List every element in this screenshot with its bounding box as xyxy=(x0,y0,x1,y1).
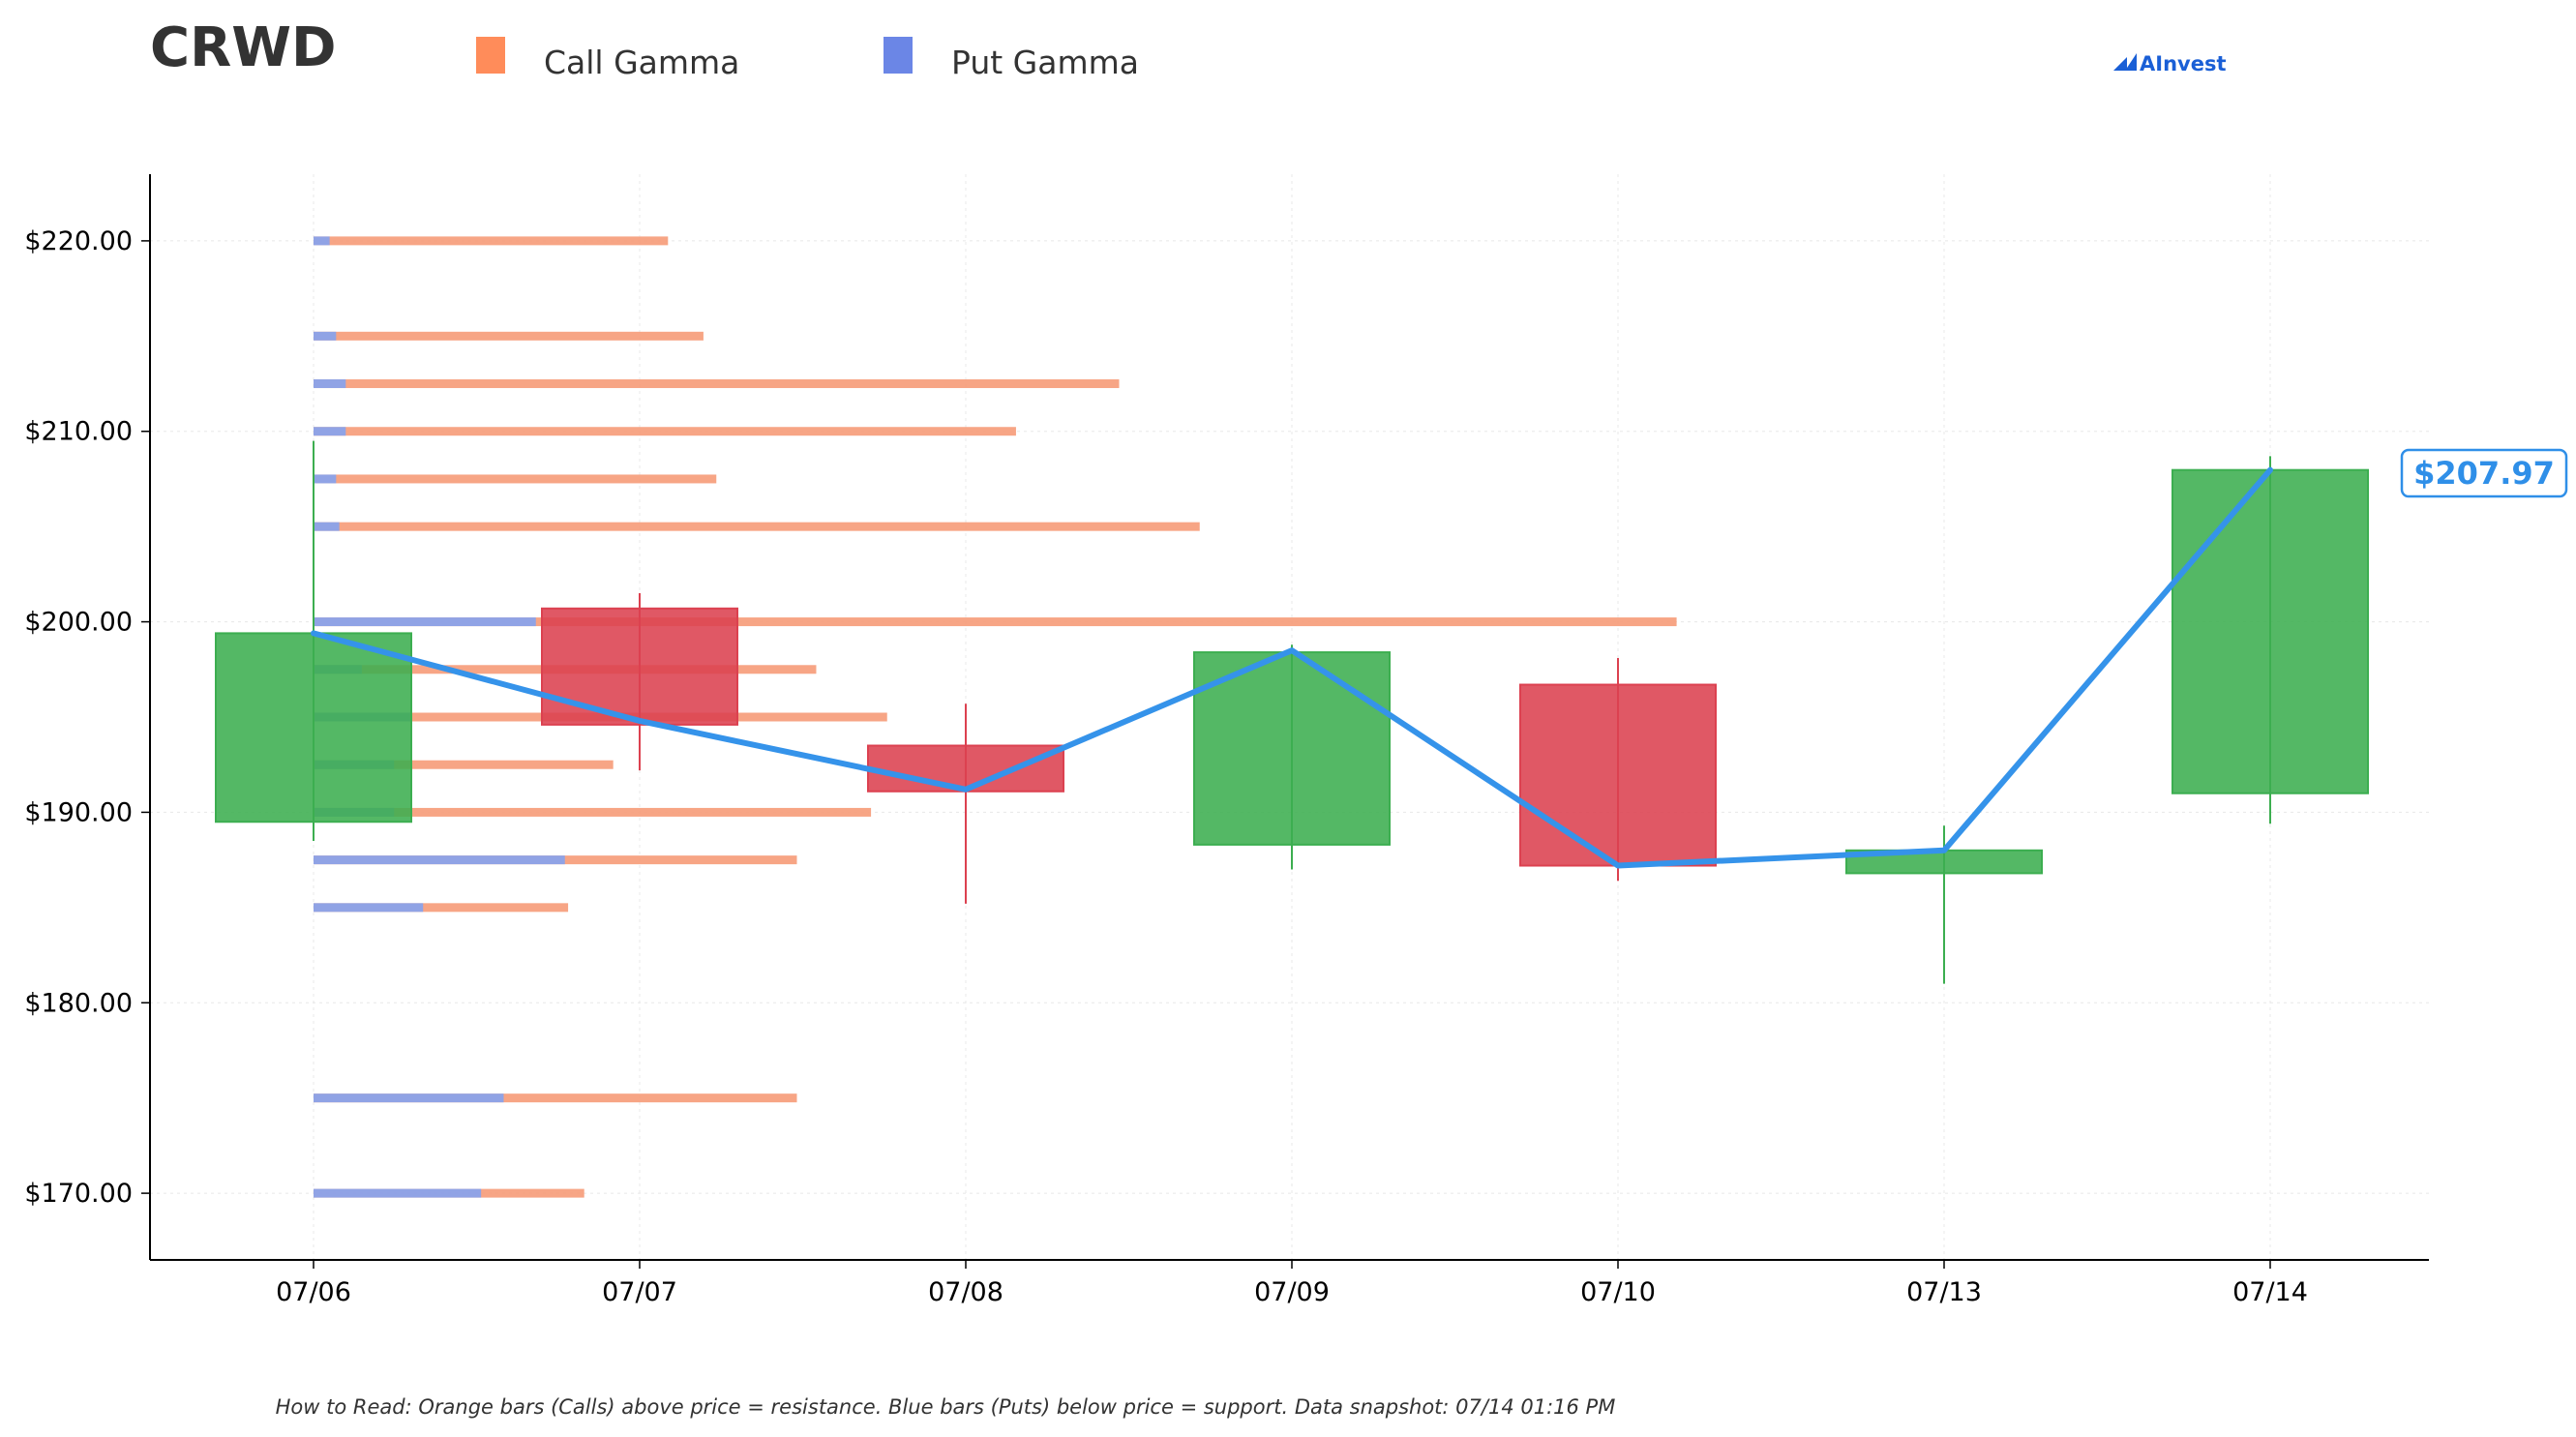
y-tick-label: $210.00 xyxy=(24,417,133,447)
x-tick-label: 07/13 xyxy=(1906,1277,1982,1307)
ainvest-logo-text: AInvest xyxy=(2140,52,2227,75)
put-gamma-bar xyxy=(314,1188,482,1198)
x-tick-label: 07/09 xyxy=(1254,1277,1330,1307)
call-gamma-bar xyxy=(314,331,704,341)
candle-body xyxy=(2172,468,2369,794)
close-price-line xyxy=(311,466,2273,869)
call-gamma-bar xyxy=(314,236,669,246)
how-to-read-note: How to Read: Orange bars (Calls) above p… xyxy=(276,1395,1616,1419)
put-gamma-bar xyxy=(314,1093,504,1103)
call-gamma-bar xyxy=(314,474,717,484)
x-tick-label: 07/08 xyxy=(928,1277,1003,1307)
y-tick-label: $190.00 xyxy=(24,797,133,827)
last-price-label: $207.97 xyxy=(2413,455,2555,492)
candle-body xyxy=(867,744,1064,793)
put-gamma-bar xyxy=(314,903,424,913)
call-gamma-bar xyxy=(314,807,872,817)
call-gamma-bar xyxy=(314,379,1120,389)
call-gamma-bar xyxy=(314,1093,797,1103)
last-price-badge: $207.97 xyxy=(2400,448,2568,498)
legend-label-call: Call Gamma xyxy=(544,44,739,81)
close-line-series xyxy=(311,466,2273,869)
ticker-title: CRWD xyxy=(150,16,336,79)
candle-body xyxy=(541,607,738,726)
legend-swatch-call xyxy=(476,37,505,74)
y-tick-label: $170.00 xyxy=(24,1179,133,1209)
x-tick-label: 07/10 xyxy=(1580,1277,1656,1307)
ainvest-logo-icon xyxy=(2113,53,2137,71)
x-tick-label: 07/06 xyxy=(276,1277,351,1307)
last-price-badge-box xyxy=(2400,448,2568,498)
x-tick-label: 07/07 xyxy=(602,1277,677,1307)
put-gamma-bar xyxy=(314,522,340,531)
put-gamma-bar xyxy=(314,236,330,246)
put-gamma-bar xyxy=(314,617,536,627)
candles xyxy=(215,440,2369,984)
y-tick-label: $220.00 xyxy=(24,226,133,256)
x-tick-label: 07/14 xyxy=(2232,1277,2308,1307)
legend-label-put: Put Gamma xyxy=(951,44,1139,81)
ainvest-logo: AInvest xyxy=(2113,52,2227,75)
put-gamma-bar xyxy=(314,331,337,341)
call-gamma-bar xyxy=(314,903,569,913)
call-gamma-bar xyxy=(314,617,1677,627)
candle-body xyxy=(1519,683,1717,867)
call-gamma-bar xyxy=(314,760,614,769)
call-gamma-bar xyxy=(314,427,1016,436)
gamma-bars xyxy=(314,236,1677,1198)
y-tick-label: $200.00 xyxy=(24,608,133,638)
y-tick-label: $180.00 xyxy=(24,988,133,1018)
candle-body xyxy=(215,632,412,823)
put-gamma-bar xyxy=(314,427,346,436)
legend-swatch-put xyxy=(884,37,913,74)
put-gamma-bar xyxy=(314,855,565,865)
put-gamma-bar xyxy=(314,474,337,484)
legend: Call Gamma Put Gamma xyxy=(476,37,1139,81)
call-gamma-bar xyxy=(314,522,1200,531)
axes: $220.00 $210.00 $200.00 $190.00 $180.00 $170.… xyxy=(24,174,2429,1307)
put-gamma-bar xyxy=(314,379,346,389)
